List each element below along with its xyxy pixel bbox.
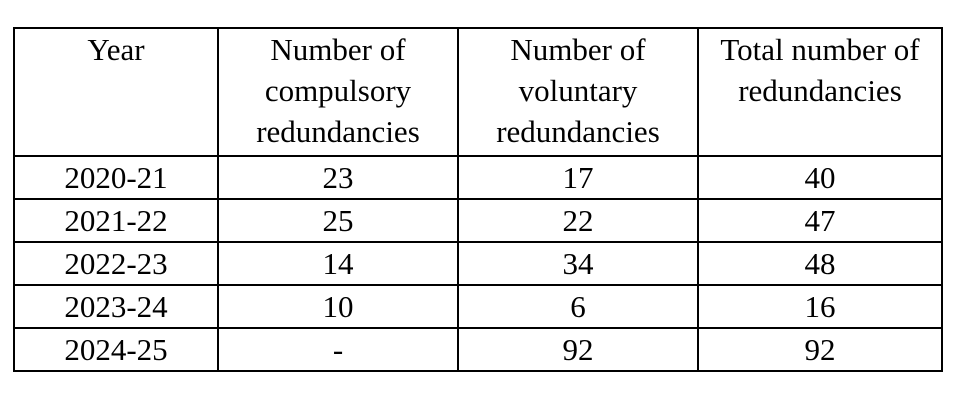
value-cell: 14	[217, 241, 459, 286]
year-cell: 2021-22	[13, 198, 219, 243]
header-cell: Year	[13, 27, 219, 157]
value-cell: 48	[697, 241, 943, 286]
value-cell: 16	[697, 284, 943, 329]
value-cell: 40	[697, 155, 943, 200]
value-cell: 23	[217, 155, 459, 200]
table-row: 2024-25-92 92	[13, 327, 943, 372]
value-cell: 17	[457, 155, 699, 200]
value-cell: 47	[697, 198, 943, 243]
value-cell: 6	[457, 284, 699, 329]
value-cell: 10	[217, 284, 459, 329]
header-cell: Number of voluntary redundancies	[457, 27, 699, 157]
value-cell: 22	[457, 198, 699, 243]
value-cell: 34	[457, 241, 699, 286]
value-cell: 92	[457, 327, 699, 372]
redundancies-table: Year Number of compulsory redundancies Num…	[13, 27, 943, 372]
value-cell: 92	[697, 327, 943, 372]
table-row: 2021-22 25 22 47	[13, 198, 943, 243]
value-cell: -	[217, 327, 459, 372]
year-cell: 2024-25	[13, 327, 219, 372]
header-cell: Number of compulsory redundancies	[217, 27, 459, 157]
year-cell: 2020-21	[13, 155, 219, 200]
value-cell: 25	[217, 198, 459, 243]
header-row: Year Number of compulsory redundancies Num…	[13, 27, 943, 157]
year-cell: 2023-24	[13, 284, 219, 329]
table-row: 2022-23 14 34 48	[13, 241, 943, 286]
table-row: 2023-24 10 6 16	[13, 284, 943, 329]
table-row: 2020-21 23 17 40	[13, 155, 943, 200]
year-cell: 2022-23	[13, 241, 219, 286]
header-cell: Total number of redundancies	[697, 27, 943, 157]
